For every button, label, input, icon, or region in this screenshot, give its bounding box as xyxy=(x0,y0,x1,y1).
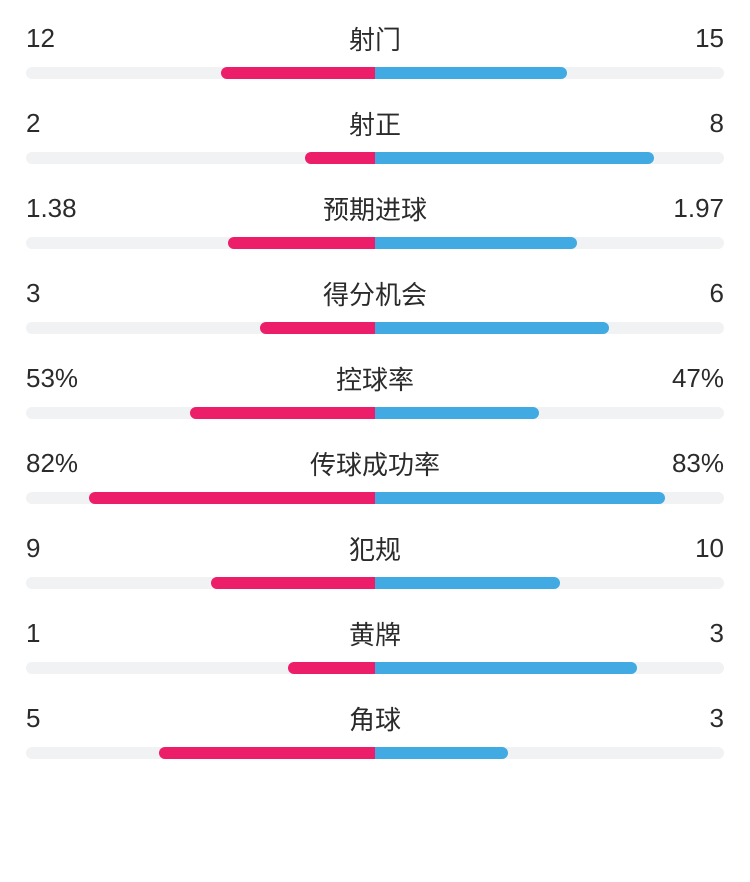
stat-left-value: 3 xyxy=(26,278,106,309)
stat-bar-right xyxy=(375,662,637,674)
stat-label: 角球 xyxy=(106,700,644,737)
stat-right-value: 83% xyxy=(644,448,724,479)
stat-bar-track xyxy=(26,662,724,674)
stat-left-value: 53% xyxy=(26,363,106,394)
stat-left-value: 2 xyxy=(26,108,106,139)
stat-label: 射正 xyxy=(106,105,644,142)
stat-right-value: 1.97 xyxy=(644,193,724,224)
stat-row: 1.38预期进球1.97 xyxy=(26,190,724,249)
stat-right-value: 3 xyxy=(644,703,724,734)
stat-left-value: 82% xyxy=(26,448,106,479)
stat-label: 传球成功率 xyxy=(106,445,644,482)
stat-bar-right xyxy=(375,67,567,79)
stat-row: 1黄牌3 xyxy=(26,615,724,674)
stat-row: 9犯规10 xyxy=(26,530,724,589)
stat-row: 53%控球率47% xyxy=(26,360,724,419)
stat-label: 黄牌 xyxy=(106,615,644,652)
stat-bar-track xyxy=(26,577,724,589)
stat-labels: 9犯规10 xyxy=(26,530,724,567)
stat-left-value: 12 xyxy=(26,23,106,54)
stat-label: 预期进球 xyxy=(106,190,644,227)
stat-labels: 82%传球成功率83% xyxy=(26,445,724,482)
stat-right-value: 8 xyxy=(644,108,724,139)
stat-bar-right xyxy=(375,492,665,504)
stat-bar-left xyxy=(305,152,375,164)
stat-bar-left xyxy=(190,407,375,419)
stat-bar-right xyxy=(375,237,577,249)
stat-bar-right xyxy=(375,577,560,589)
stat-bar-right xyxy=(375,322,609,334)
stat-bar-right xyxy=(375,747,508,759)
stat-labels: 53%控球率47% xyxy=(26,360,724,397)
stat-bar-left xyxy=(228,237,375,249)
stat-label: 控球率 xyxy=(106,360,644,397)
stat-left-value: 5 xyxy=(26,703,106,734)
stat-labels: 2射正8 xyxy=(26,105,724,142)
stat-bar-left xyxy=(260,322,375,334)
stat-labels: 1.38预期进球1.97 xyxy=(26,190,724,227)
stat-row: 82%传球成功率83% xyxy=(26,445,724,504)
stat-right-value: 15 xyxy=(644,23,724,54)
match-stats-list: 12射门152射正81.38预期进球1.973得分机会653%控球率47%82%… xyxy=(26,20,724,759)
stat-row: 3得分机会6 xyxy=(26,275,724,334)
stat-labels: 12射门15 xyxy=(26,20,724,57)
stat-right-value: 3 xyxy=(644,618,724,649)
stat-bar-track xyxy=(26,67,724,79)
stat-label: 犯规 xyxy=(106,530,644,567)
stat-right-value: 6 xyxy=(644,278,724,309)
stat-bar-track xyxy=(26,237,724,249)
stat-bar-track xyxy=(26,407,724,419)
stat-left-value: 1.38 xyxy=(26,193,106,224)
stat-labels: 1黄牌3 xyxy=(26,615,724,652)
stat-bar-left xyxy=(159,747,375,759)
stat-bar-track xyxy=(26,492,724,504)
stat-bar-right xyxy=(375,407,539,419)
stat-bar-track xyxy=(26,152,724,164)
stat-left-value: 1 xyxy=(26,618,106,649)
stat-left-value: 9 xyxy=(26,533,106,564)
stat-bar-right xyxy=(375,152,654,164)
stat-labels: 3得分机会6 xyxy=(26,275,724,312)
stat-labels: 5角球3 xyxy=(26,700,724,737)
stat-bar-left xyxy=(221,67,375,79)
stat-right-value: 10 xyxy=(644,533,724,564)
stat-label: 射门 xyxy=(106,20,644,57)
stat-label: 得分机会 xyxy=(106,275,644,312)
stat-right-value: 47% xyxy=(644,363,724,394)
stat-bar-track xyxy=(26,322,724,334)
stat-bar-left xyxy=(288,662,375,674)
stat-bar-track xyxy=(26,747,724,759)
stat-row: 5角球3 xyxy=(26,700,724,759)
stat-bar-left xyxy=(211,577,375,589)
stat-bar-left xyxy=(89,492,375,504)
stat-row: 2射正8 xyxy=(26,105,724,164)
stat-row: 12射门15 xyxy=(26,20,724,79)
